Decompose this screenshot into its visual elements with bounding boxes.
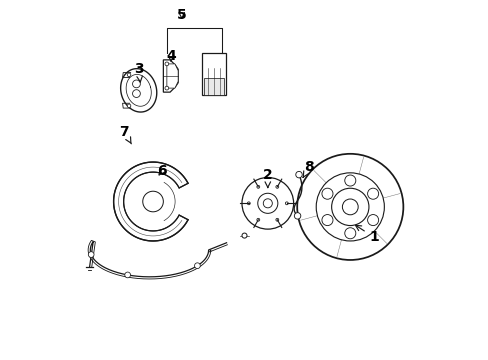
Circle shape	[294, 213, 300, 219]
Circle shape	[256, 185, 259, 188]
Text: 2: 2	[263, 168, 272, 188]
Circle shape	[88, 252, 94, 257]
Circle shape	[285, 202, 287, 205]
Circle shape	[127, 104, 130, 108]
Circle shape	[321, 215, 332, 226]
Circle shape	[247, 202, 250, 205]
Circle shape	[164, 62, 168, 66]
Text: 5: 5	[177, 8, 186, 22]
Circle shape	[297, 154, 403, 260]
Polygon shape	[163, 60, 178, 92]
Circle shape	[295, 171, 302, 178]
Polygon shape	[132, 80, 140, 88]
Circle shape	[124, 272, 130, 278]
Polygon shape	[121, 69, 157, 112]
Text: 3: 3	[134, 62, 143, 82]
Circle shape	[256, 219, 259, 221]
Circle shape	[342, 199, 357, 215]
Polygon shape	[166, 64, 178, 88]
Text: 8: 8	[303, 161, 313, 177]
Circle shape	[275, 219, 278, 221]
Circle shape	[344, 228, 355, 239]
Polygon shape	[132, 90, 140, 98]
Text: 6: 6	[157, 164, 166, 178]
Text: 7: 7	[119, 125, 131, 144]
Circle shape	[263, 199, 272, 208]
Circle shape	[275, 185, 278, 188]
Text: 4: 4	[166, 49, 176, 63]
Circle shape	[127, 73, 130, 77]
Circle shape	[242, 177, 293, 229]
Circle shape	[164, 86, 168, 90]
Circle shape	[242, 233, 246, 238]
Text: 1: 1	[355, 225, 378, 244]
Circle shape	[367, 215, 378, 226]
Polygon shape	[113, 162, 188, 241]
Circle shape	[142, 191, 163, 212]
Polygon shape	[202, 53, 225, 95]
Circle shape	[367, 188, 378, 199]
Polygon shape	[203, 78, 224, 95]
Circle shape	[321, 188, 332, 199]
Circle shape	[344, 175, 355, 186]
Circle shape	[194, 263, 200, 269]
